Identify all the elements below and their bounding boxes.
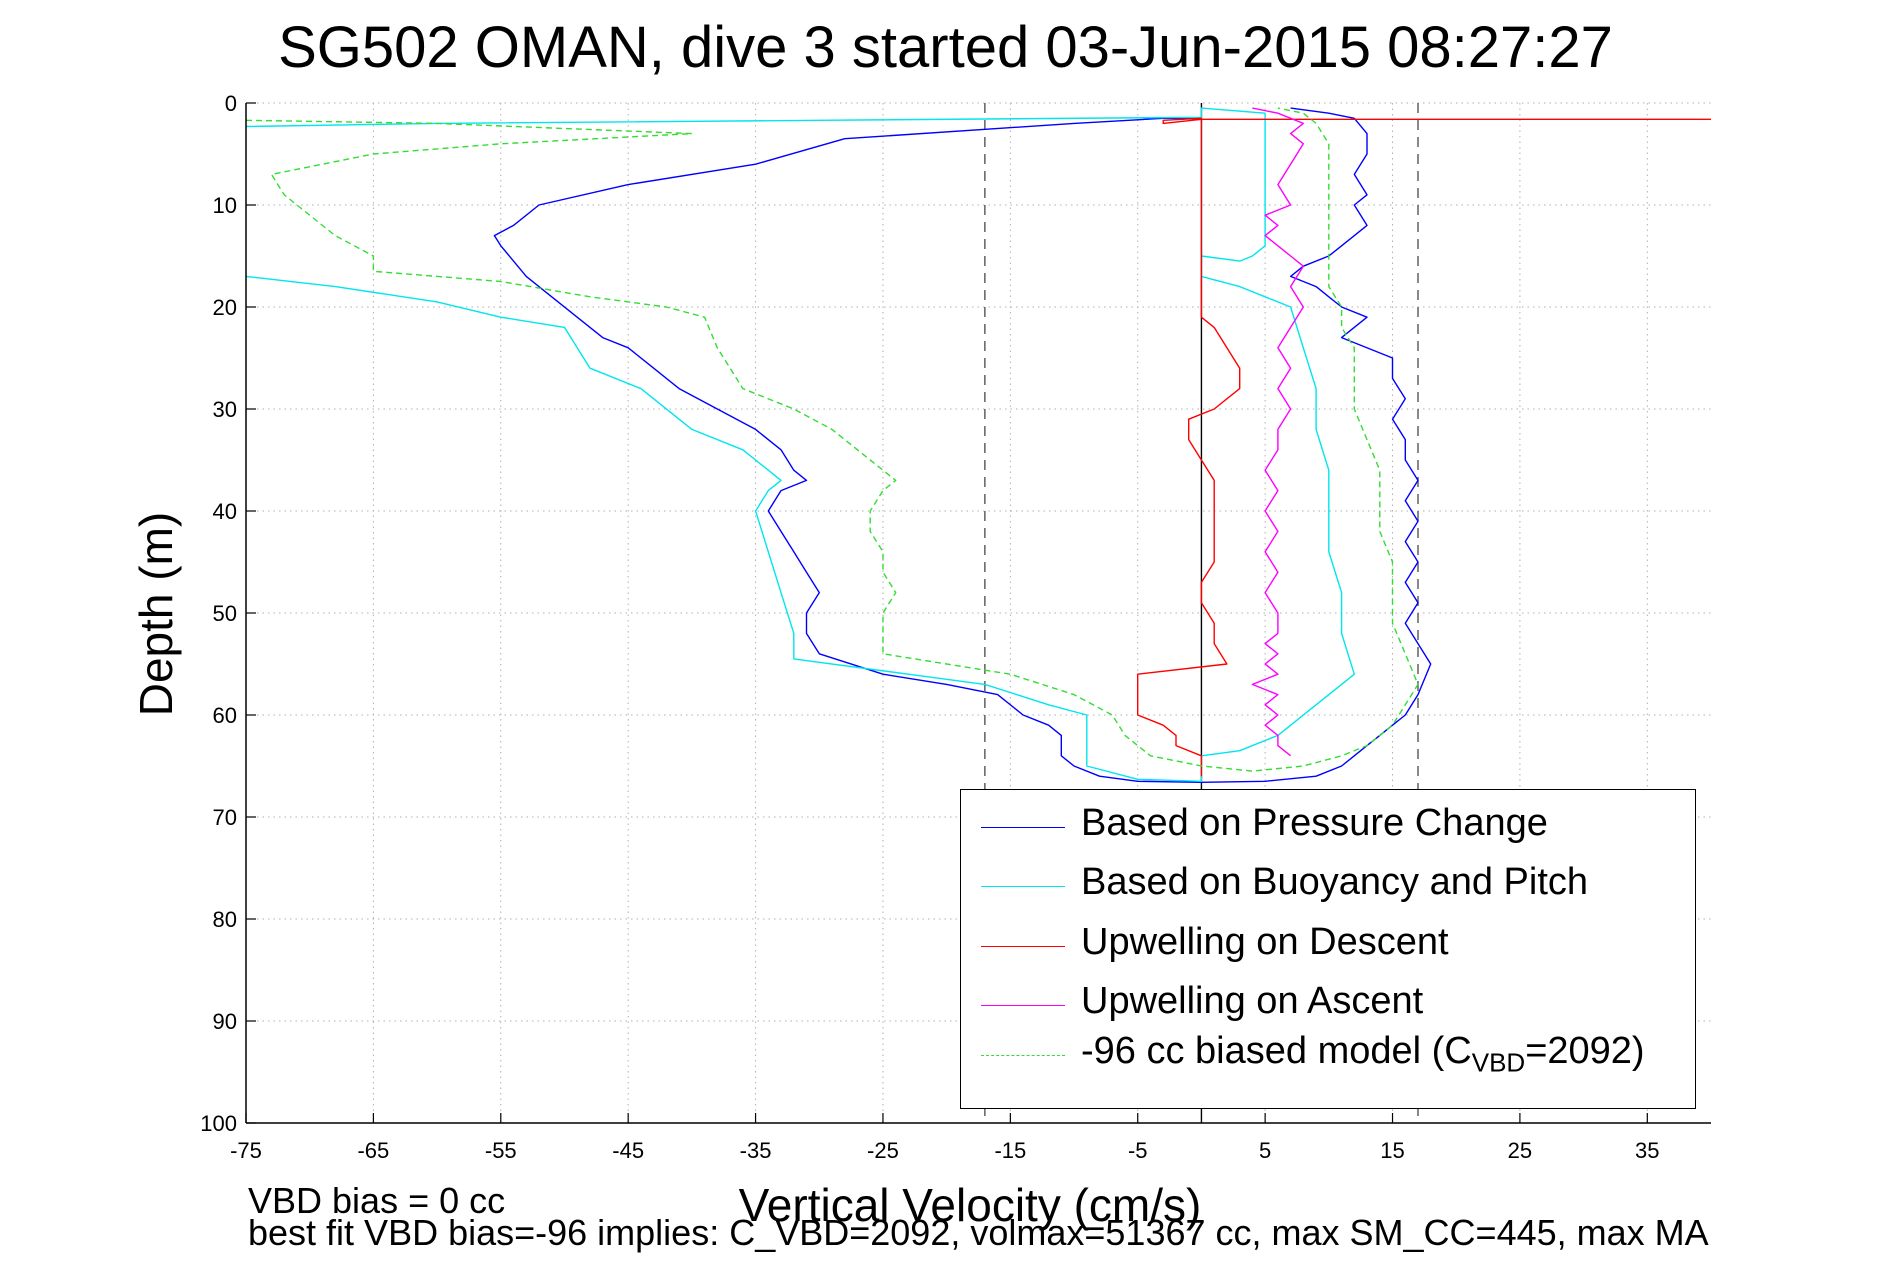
legend-swatch-upwelling-descent [981,946,1065,947]
legend-item-upwelling-descent: Upwelling on Descent [975,917,1685,975]
x-tick-label-10: 25 [1508,1138,1532,1163]
y-tick-label-9: 90 [213,1009,237,1034]
x-tick-label-4: -35 [740,1138,772,1163]
x-tick-label-9: 15 [1380,1138,1404,1163]
y-tick-label-2: 20 [213,295,237,320]
footer-line-1: VBD bias = 0 cc [248,1180,506,1221]
y-tick-label-7: 70 [213,805,237,830]
legend-label-buoyancy-pitch: Based on Buoyancy and Pitch [1081,861,1589,903]
legend: Based on Pressure Change Based on Buoyan… [960,789,1696,1109]
x-tick-label-5: -25 [867,1138,899,1163]
legend-label-biased-model-tail: =2092) [1525,1030,1645,1072]
series-line-upwelling-on-ascent [1251,107,1304,757]
y-axis-label: Depth (m) [130,511,182,717]
y-tick-label-6: 60 [213,703,237,728]
legend-item-biased-model: -96 cc biased model (CVBD=2092) [975,1026,1685,1084]
x-tick-label-3: -45 [612,1138,644,1163]
legend-label-upwelling-descent: Upwelling on Descent [1081,921,1449,963]
legend-label-biased-model: -96 cc biased model (CVBD=2092) [1081,1030,1645,1079]
y-tick-label-5: 50 [213,601,237,626]
legend-item-buoyancy-pitch: Based on Buoyancy and Pitch [975,857,1685,915]
legend-label-upwelling-ascent: Upwelling on Ascent [1081,980,1424,1022]
legend-item-upwelling-ascent: Upwelling on Ascent [975,976,1685,1034]
x-axis-label: Vertical Velocity (cm/s) [738,1179,1202,1231]
x-tick-label-7: -5 [1128,1138,1148,1163]
y-tick-label-0: 0 [225,91,237,116]
series-line-based-on-pressure-change [493,107,1432,783]
x-tick-label-2: -55 [485,1138,517,1163]
y-tick-label-4: 40 [213,499,237,524]
series-line-96-cc-biased-model-c-vbd-2092 [245,107,1419,772]
legend-swatch-buoyancy-pitch [981,886,1065,887]
x-tick-label-0: -75 [230,1138,262,1163]
y-tick-label-8: 80 [213,907,237,932]
series-line-upwelling-on-descent [1137,117,1711,777]
y-tick-label-1: 10 [213,193,237,218]
legend-label-pressure-change: Based on Pressure Change [1081,802,1548,844]
x-tick-label-11: 35 [1635,1138,1659,1163]
footer-line-2: best fit VBD bias=-96 implies: C_VBD=209… [248,1212,1709,1253]
legend-swatch-pressure-change [981,827,1065,828]
x-tick-label-1: -65 [357,1138,389,1163]
legend-label-biased-model-sub: VBD [1471,1047,1526,1078]
chart-title: SG502 OMAN, dive 3 started 03-Jun-2015 0… [278,15,1613,80]
x-tick-label-8: 5 [1259,1138,1271,1163]
y-tick-label-10: 100 [200,1111,237,1136]
legend-swatch-biased-model [981,1055,1065,1056]
legend-label-biased-model-main: -96 cc biased model (C [1081,1030,1472,1072]
x-tick-label-6: -15 [994,1138,1026,1163]
y-tick-label-3: 30 [213,397,237,422]
legend-swatch-upwelling-ascent [981,1005,1065,1006]
legend-item-pressure-change: Based on Pressure Change [975,798,1685,856]
